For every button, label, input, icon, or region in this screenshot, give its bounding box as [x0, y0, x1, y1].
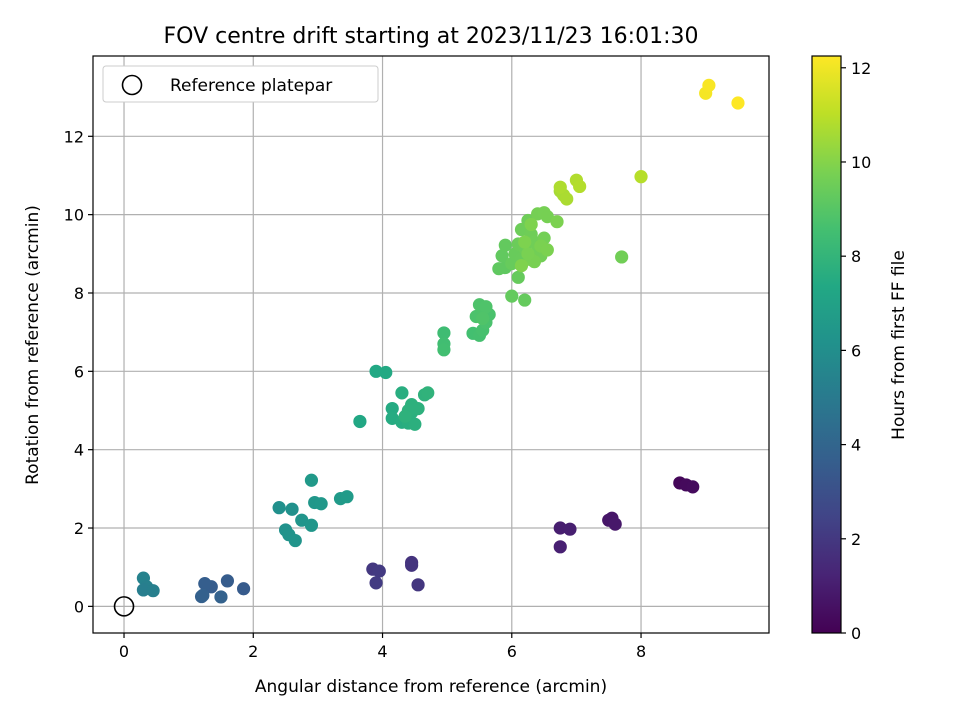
data-point — [540, 210, 554, 224]
colorbar: 0 2 4 6 8 10 12 Hours from first FF file — [811, 55, 909, 643]
x-tick-label: 6 — [507, 642, 517, 661]
x-tick-label: 8 — [636, 642, 646, 661]
x-tick-label: 0 — [119, 642, 129, 661]
data-point — [495, 249, 509, 263]
data-points — [136, 78, 745, 604]
y-tick-label: 4 — [74, 441, 84, 460]
y-tick-label: 8 — [74, 284, 84, 303]
colorbar-tick-label: 8 — [851, 247, 861, 266]
data-point — [196, 588, 210, 602]
data-point — [136, 583, 151, 597]
data-point — [395, 386, 409, 400]
x-axis-label: Angular distance from reference (arcmin) — [255, 677, 607, 697]
colorbar-gradient — [811, 55, 842, 634]
data-point — [214, 590, 228, 604]
data-point — [521, 247, 535, 261]
y-axis-label: Rotation from reference (arcmin) — [23, 205, 43, 485]
y-tick-label: 2 — [74, 519, 84, 538]
colorbar-label: Hours from first FF file — [889, 250, 909, 440]
data-point — [615, 250, 629, 264]
data-point — [511, 270, 525, 284]
data-point — [272, 501, 286, 515]
data-point — [385, 401, 399, 416]
y-tick-label: 6 — [74, 362, 84, 381]
data-point — [505, 289, 519, 303]
legend-label: Reference platepar — [170, 76, 332, 96]
data-point — [220, 574, 235, 588]
reference-platepar-marker — [113, 596, 135, 617]
x-axis-ticks: 0 2 4 6 8 — [119, 633, 646, 661]
data-point — [285, 502, 299, 516]
data-point — [702, 78, 716, 92]
data-point — [518, 293, 532, 307]
legend: Reference platepar — [102, 65, 379, 103]
y-tick-label: 0 — [74, 597, 84, 616]
data-point — [369, 576, 383, 590]
colorbar-ticks: 0 2 4 6 8 10 12 — [841, 59, 871, 643]
grid-lines — [93, 56, 769, 633]
data-point — [372, 564, 386, 578]
data-point — [236, 582, 251, 596]
data-point — [421, 386, 435, 400]
data-point — [304, 473, 319, 487]
data-point — [560, 192, 574, 206]
data-point — [524, 217, 538, 232]
data-point — [498, 238, 512, 252]
data-point — [686, 480, 700, 494]
data-point — [608, 517, 622, 531]
data-point — [731, 96, 745, 110]
data-point — [340, 490, 354, 504]
data-point — [540, 243, 554, 257]
data-point — [369, 364, 383, 378]
colorbar-tick-label: 10 — [851, 153, 871, 172]
data-point — [411, 578, 425, 592]
data-point — [314, 497, 328, 511]
data-point — [563, 522, 577, 536]
data-point — [437, 326, 451, 340]
data-point — [573, 179, 587, 194]
colorbar-tick-label: 6 — [851, 341, 861, 360]
data-point — [198, 577, 212, 591]
data-point — [353, 414, 367, 429]
colorbar-tick-label: 4 — [851, 436, 861, 455]
y-tick-label: 10 — [64, 206, 84, 225]
data-point — [379, 365, 393, 380]
x-tick-label: 4 — [377, 642, 387, 661]
data-point — [553, 540, 567, 554]
data-point — [550, 215, 564, 229]
plot-frame — [92, 55, 770, 634]
data-point — [476, 311, 490, 326]
data-point — [553, 180, 567, 194]
data-point — [479, 300, 493, 314]
colorbar-tick-label: 0 — [851, 624, 861, 643]
data-point — [634, 170, 648, 184]
y-axis-ticks: 0 2 4 6 8 10 12 — [64, 127, 93, 616]
data-point — [398, 409, 412, 423]
legend-marker-icon — [121, 74, 143, 96]
data-point — [304, 518, 319, 532]
data-point — [295, 513, 309, 527]
data-point — [553, 521, 567, 535]
y-tick-label: 12 — [64, 127, 84, 146]
colorbar-tick-label: 2 — [851, 530, 861, 549]
chart-title: FOV centre drift starting at 2023/11/23 … — [164, 24, 699, 49]
data-point — [514, 258, 529, 273]
data-point — [405, 558, 419, 572]
data-point — [146, 584, 160, 598]
legend-box — [102, 65, 379, 103]
data-point — [437, 343, 451, 357]
data-point — [518, 235, 532, 249]
colorbar-tick-label: 12 — [851, 59, 871, 78]
data-point — [288, 533, 302, 548]
x-tick-label: 2 — [248, 642, 258, 661]
data-point — [408, 417, 422, 431]
